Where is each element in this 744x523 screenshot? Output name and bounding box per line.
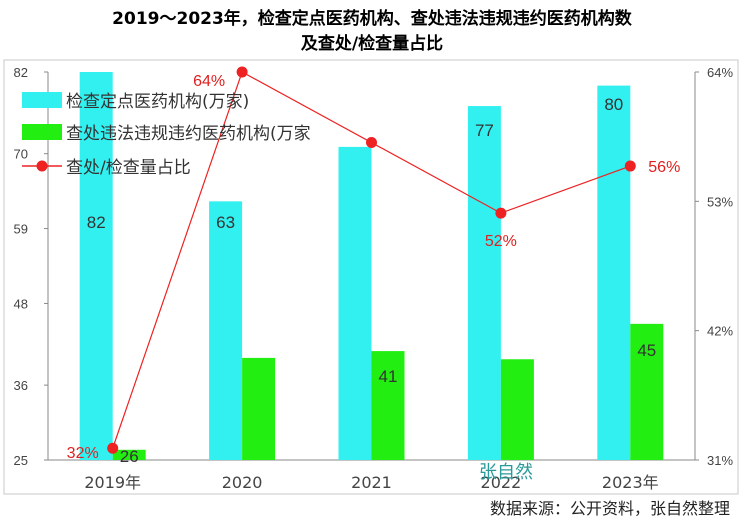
y-left-tick-label: 36 bbox=[14, 378, 28, 393]
ratio-point bbox=[107, 442, 119, 454]
legend-swatch-inspected bbox=[22, 92, 62, 108]
bar-penalized-label: 41 bbox=[379, 367, 398, 386]
y-left-tick-label: 82 bbox=[14, 65, 28, 80]
legend-label-ratio: 查处/检查量占比 bbox=[66, 158, 191, 178]
y-right-tick-label: 31% bbox=[707, 453, 733, 468]
bar-inspected bbox=[597, 85, 631, 460]
ratio-point bbox=[495, 207, 507, 219]
chart-title-line2: 及查处/检查量占比 bbox=[300, 34, 444, 54]
y-right-tick-label: 53% bbox=[707, 194, 733, 209]
chart-title-line1: 2019～2023年，检查定点医药机构、查处违法违规违约医药机构数 bbox=[112, 9, 632, 29]
ratio-point bbox=[624, 160, 636, 172]
ratio-point-label: 56% bbox=[648, 159, 680, 176]
bar-penalized-label: 45 bbox=[637, 341, 656, 360]
y-left-tick-label: 48 bbox=[14, 296, 28, 311]
ratio-point bbox=[236, 66, 248, 78]
x-tick-label: 2021 bbox=[351, 473, 392, 492]
data-source: 数据来源：公开资料，张自然整理 bbox=[489, 499, 730, 518]
chart-border bbox=[3, 59, 739, 495]
bar-inspected-label: 77 bbox=[475, 121, 494, 140]
bar-inspected-label: 80 bbox=[604, 95, 623, 114]
x-tick-label: 2022 bbox=[481, 473, 522, 492]
bar-inspected-label: 82 bbox=[87, 213, 106, 232]
y-left-tick-label: 70 bbox=[14, 147, 28, 162]
y-left-tick-label: 59 bbox=[14, 222, 28, 237]
x-tick-label: 2019年 bbox=[84, 473, 141, 492]
ratio-point-label: 52% bbox=[485, 233, 517, 250]
watermark-text: 张自然 bbox=[479, 462, 533, 483]
ratio-point-label: 32% bbox=[67, 445, 99, 462]
legend-label-inspected: 检查定点医药机构(万家) bbox=[66, 92, 249, 112]
bar-inspected bbox=[79, 72, 113, 460]
bar-penalized bbox=[630, 323, 664, 460]
bar-inspected-label: 63 bbox=[216, 213, 235, 232]
bar-inspected bbox=[338, 146, 372, 460]
bar-penalized-label: 26 bbox=[120, 447, 139, 466]
bar-inspected bbox=[467, 106, 501, 460]
ratio-point-label: 64% bbox=[193, 73, 225, 90]
legend-swatch-ratio-point bbox=[36, 160, 48, 172]
x-tick-label: 2020 bbox=[222, 473, 263, 492]
bar-inspected bbox=[209, 201, 243, 461]
ratio-point bbox=[366, 137, 377, 149]
bar-penalized bbox=[500, 359, 534, 460]
bar-penalized bbox=[242, 357, 276, 460]
y-right-tick-label: 64% bbox=[707, 65, 733, 80]
x-tick-label: 2023年 bbox=[602, 473, 659, 492]
legend-label-penalized: 查处违法违规违约医药机构(万家 bbox=[66, 124, 311, 144]
bar-penalized bbox=[371, 351, 405, 460]
bar-penalized bbox=[112, 449, 146, 460]
legend-swatch-penalized bbox=[22, 124, 62, 140]
y-right-tick-label: 42% bbox=[707, 324, 733, 339]
y-left-tick-label: 25 bbox=[14, 453, 28, 468]
